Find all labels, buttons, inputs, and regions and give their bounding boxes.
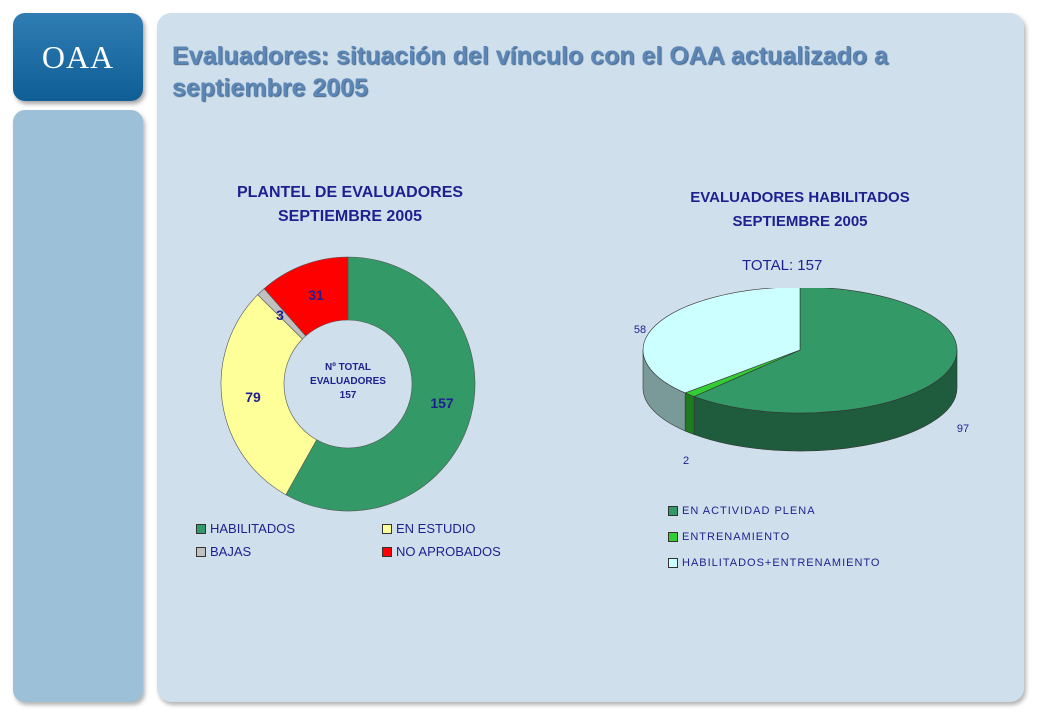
legend-swatch-yellow bbox=[382, 523, 392, 534]
slide-title: Evaluadores: situación del vínculo con e… bbox=[172, 42, 888, 102]
legend-swatch-red bbox=[382, 546, 392, 557]
logo-text: OAA bbox=[41, 38, 115, 75]
donut-title-line1: PLANTEL DE EVALUADORES bbox=[236, 184, 464, 201]
donut-slice-en-estudio bbox=[220, 294, 318, 496]
legend-swatch-gray bbox=[196, 546, 206, 557]
side-bar bbox=[13, 110, 143, 702]
legend-en-estudio: EN ESTUDIO bbox=[382, 521, 475, 536]
donut-center-text: 157 bbox=[340, 390, 357, 401]
pie3d-side-entrenamiento bbox=[684, 392, 695, 435]
legend-label: EN ACTIVIDAD PLENA bbox=[682, 505, 816, 517]
donut-slice-no-aprobados bbox=[263, 256, 349, 337]
donut-chart-title: PLANTEL DE EVALUADORES SEPTIEMBRE 2005 bbox=[190, 181, 510, 229]
legend-label: ENTRENAMIENTO bbox=[682, 531, 791, 543]
legend-swatch-bright-green bbox=[668, 532, 678, 542]
donut-chart: 157 79 3 31 Nº TOTAL EVALUADORES 157 bbox=[220, 256, 476, 512]
legend-swatch-green bbox=[668, 506, 678, 516]
donut-center-text: EVALUADORES bbox=[310, 376, 386, 387]
pie3d-slice-habilitados-entrenamiento bbox=[642, 288, 801, 394]
donut-data-label: 79 bbox=[245, 389, 261, 405]
pie3d-data-label: 97 bbox=[957, 423, 969, 435]
legend-swatch-green bbox=[196, 523, 206, 534]
donut-title-line2: SEPTIEMBRE 2005 bbox=[277, 208, 423, 225]
pie3d-total-label: TOTAL: 157 bbox=[742, 257, 823, 274]
legend-label: BAJAS bbox=[210, 544, 252, 559]
legend-habilitados-entrenamiento: HABILITADOS+ENTRENAMIENTO bbox=[668, 557, 881, 569]
pie3d-chart: 97 2 58 bbox=[634, 288, 969, 467]
pie3d-chart-title: EVALUADORES HABILITADOS SEPTIEMBRE 2005 bbox=[640, 186, 960, 234]
legend-bajas: BAJAS bbox=[196, 544, 251, 559]
oaa-logo: OAA bbox=[13, 13, 143, 101]
pie3d-slice-en-actividad-plena bbox=[693, 288, 958, 414]
pie3d-data-label: 2 bbox=[683, 455, 689, 467]
donut-slice-habilitados bbox=[285, 256, 476, 512]
donut-center-text: Nº TOTAL bbox=[325, 362, 371, 373]
legend-label: NO APROBADOS bbox=[396, 544, 501, 559]
legend-label: HABILITADOS bbox=[210, 521, 296, 536]
legend-no-aprobados: NO APROBADOS bbox=[382, 544, 501, 559]
legend-swatch-light-cyan bbox=[668, 558, 678, 568]
legend-actividad-plena: EN ACTIVIDAD PLENA bbox=[668, 505, 816, 517]
legend-label: EN ESTUDIO bbox=[396, 521, 476, 536]
donut-data-label: 3 bbox=[276, 307, 284, 323]
donut-data-label: 157 bbox=[430, 395, 454, 411]
pie3d-title-line2: SEPTIEMBRE 2005 bbox=[732, 213, 868, 230]
legend-entrenamiento: ENTRENAMIENTO bbox=[668, 531, 790, 543]
legend-habilitados: HABILITADOS bbox=[196, 521, 295, 536]
pie3d-data-label: 58 bbox=[634, 324, 646, 336]
legend-label: HABILITADOS+ENTRENAMIENTO bbox=[682, 557, 881, 569]
donut-data-label: 31 bbox=[308, 287, 324, 303]
pie3d-title-line1: EVALUADORES HABILITADOS bbox=[690, 189, 910, 206]
